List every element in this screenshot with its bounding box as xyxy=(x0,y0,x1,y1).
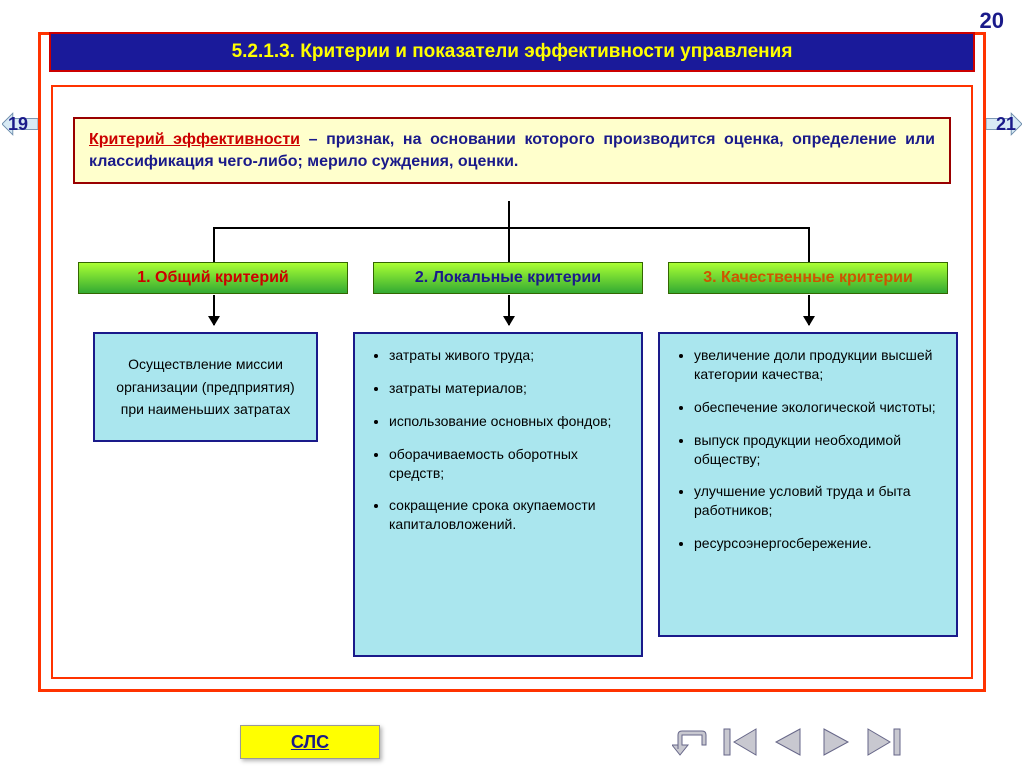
criteria-header-1: 1. Общий критерий xyxy=(78,262,348,294)
outer-frame: 5.2.1.3. Критерии и показатели эффективн… xyxy=(38,32,986,692)
connector xyxy=(213,227,215,262)
next-page-label: 21 xyxy=(996,114,1016,135)
list-item: затраты живого труда; xyxy=(389,346,627,365)
nav-first-button[interactable] xyxy=(720,725,760,759)
criteria-body-1: Осуществление миссии организации (предпр… xyxy=(93,332,318,442)
definition-text: Критерий эффективности – признак, на осн… xyxy=(89,129,935,172)
nav-last-button[interactable] xyxy=(864,725,904,759)
connector xyxy=(808,227,810,262)
criteria-2-list: затраты живого труда; затраты материалов… xyxy=(369,346,627,534)
page-number: 20 xyxy=(980,8,1004,34)
list-item: использование основных фондов; xyxy=(389,412,627,431)
definition-box: Критерий эффективности – признак, на осн… xyxy=(73,117,951,184)
list-item: ресурсоэнергосбережение. xyxy=(694,534,942,553)
list-item: обеспечение экологической чистоты; xyxy=(694,398,942,417)
list-item: выпуск продукции необходимой обществу; xyxy=(694,431,942,469)
criteria-body-3: увеличение доли продукции высшей категор… xyxy=(658,332,958,637)
criteria-3-list: увеличение доли продукции высшей категор… xyxy=(674,346,942,553)
arrow-down-icon xyxy=(808,295,810,325)
criteria-1-text: Осуществление миссии организации (предпр… xyxy=(109,353,302,420)
inner-frame: Критерий эффективности – признак, на осн… xyxy=(51,85,973,679)
connector xyxy=(508,201,510,227)
list-item: сокращение срока окупаемости капиталовло… xyxy=(389,496,627,534)
definition-term: Критерий эффективности xyxy=(89,131,300,148)
prev-page-label: 19 xyxy=(8,114,28,135)
list-item: затраты материалов; xyxy=(389,379,627,398)
slide-title: 5.2.1.3. Критерии и показатели эффективн… xyxy=(49,32,975,72)
list-item: оборачиваемость оборотных средств; xyxy=(389,445,627,483)
list-item: улучшение условий труда и быта работнико… xyxy=(694,482,942,520)
arrow-down-icon xyxy=(508,295,510,325)
criteria-header-3: 3. Качественные критерии xyxy=(668,262,948,294)
criteria-body-2: затраты живого труда; затраты материалов… xyxy=(353,332,643,657)
nav-next-button[interactable] xyxy=(816,725,856,759)
sls-button[interactable]: СЛС xyxy=(240,725,380,759)
arrow-down-icon xyxy=(213,295,215,325)
list-item: увеличение доли продукции высшей категор… xyxy=(694,346,942,384)
criteria-header-2: 2. Локальные критерии xyxy=(373,262,643,294)
nav-prev-button[interactable] xyxy=(768,725,808,759)
nav-return-button[interactable] xyxy=(672,725,712,759)
connector xyxy=(213,227,808,229)
connector xyxy=(508,227,510,262)
